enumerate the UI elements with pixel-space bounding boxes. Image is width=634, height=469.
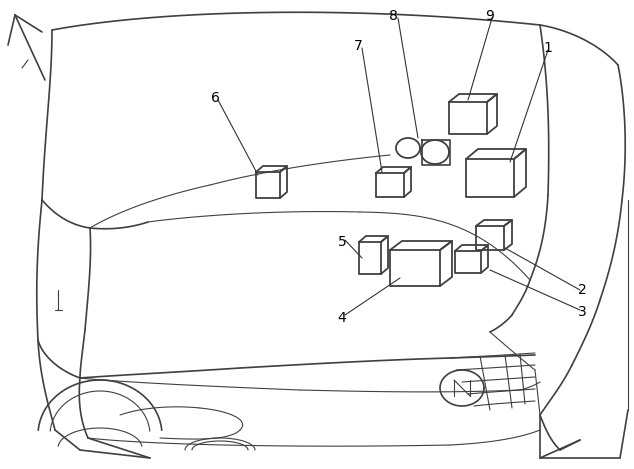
- Text: 7: 7: [354, 39, 363, 53]
- Text: 6: 6: [210, 91, 219, 105]
- Text: 4: 4: [338, 311, 346, 325]
- Text: 1: 1: [543, 41, 552, 55]
- Text: 3: 3: [578, 305, 586, 319]
- Text: 8: 8: [389, 9, 398, 23]
- Text: 2: 2: [578, 283, 586, 297]
- Text: 9: 9: [486, 9, 495, 23]
- Text: 5: 5: [338, 235, 346, 249]
